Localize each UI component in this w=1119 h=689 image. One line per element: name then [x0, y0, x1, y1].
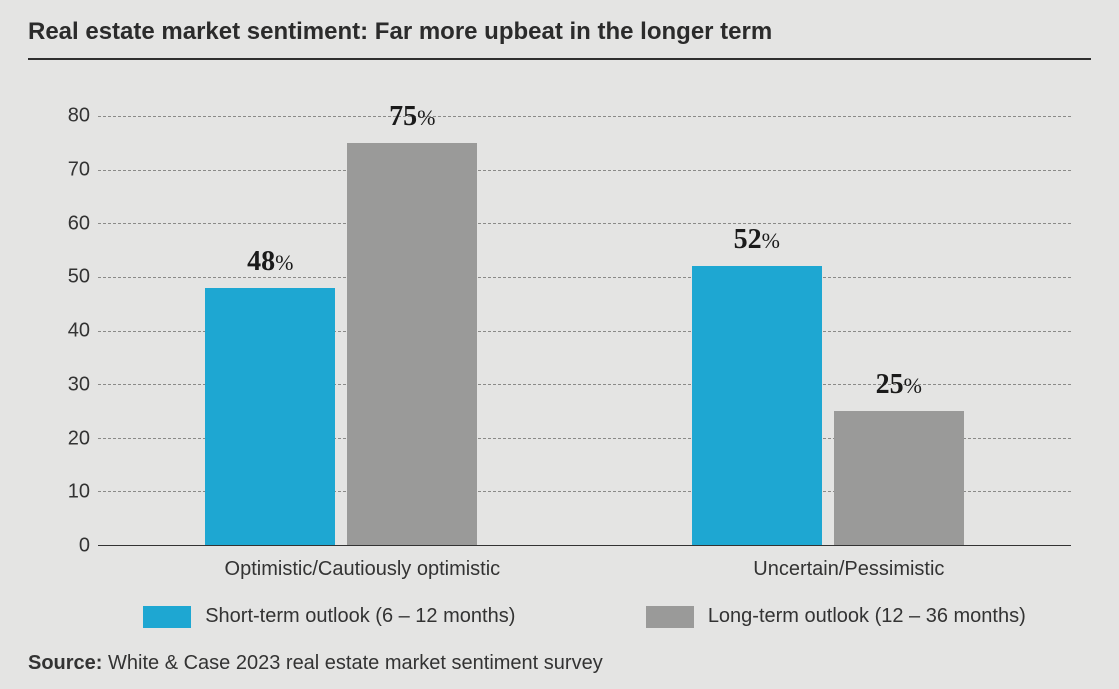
y-tick-label: 40: [50, 320, 90, 343]
bar-group: 48%75%: [205, 116, 477, 545]
bar: 52%: [692, 266, 822, 545]
chart-plot-area: 48%75%52%25% 01020304050607080: [98, 116, 1071, 546]
legend-swatch: [143, 606, 191, 628]
y-tick-label: 0: [50, 535, 90, 558]
y-tick-label: 20: [50, 427, 90, 450]
y-tick-label: 60: [50, 212, 90, 235]
chart-source: Source: White & Case 2023 real estate ma…: [28, 652, 603, 675]
x-axis-labels: Optimistic/Cautiously optimistic Uncertai…: [98, 558, 1071, 581]
y-tick-label: 70: [50, 158, 90, 181]
bar-value-label: 75%: [389, 101, 435, 133]
bar: 25%: [834, 411, 964, 545]
y-tick-label: 50: [50, 266, 90, 289]
chart-legend: Short-term outlook (6 – 12 months) Long-t…: [98, 605, 1071, 628]
bar-group: 52%25%: [692, 116, 964, 545]
y-tick-label: 30: [50, 373, 90, 396]
bar-value-label: 52%: [734, 224, 780, 256]
legend-label: Short-term outlook (6 – 12 months): [205, 605, 515, 628]
y-tick-label: 80: [50, 105, 90, 128]
bar: 48%: [205, 288, 335, 545]
x-axis-label: Optimistic/Cautiously optimistic: [225, 558, 501, 581]
y-tick-label: 10: [50, 481, 90, 504]
bar-value-label: 48%: [247, 246, 293, 278]
legend-item: Short-term outlook (6 – 12 months): [143, 605, 515, 628]
bar: 75%: [347, 143, 477, 545]
bar-value-label: 25%: [876, 369, 922, 401]
legend-label: Long-term outlook (12 – 36 months): [708, 605, 1026, 628]
chart-title: Real estate market sentiment: Far more u…: [28, 18, 1091, 60]
legend-item: Long-term outlook (12 – 36 months): [646, 605, 1026, 628]
legend-swatch: [646, 606, 694, 628]
source-text: White & Case 2023 real estate market sen…: [108, 652, 603, 674]
chart-plot: 48%75%52%25%: [98, 116, 1071, 546]
x-axis-label: Uncertain/Pessimistic: [753, 558, 944, 581]
source-prefix: Source:: [28, 652, 102, 674]
